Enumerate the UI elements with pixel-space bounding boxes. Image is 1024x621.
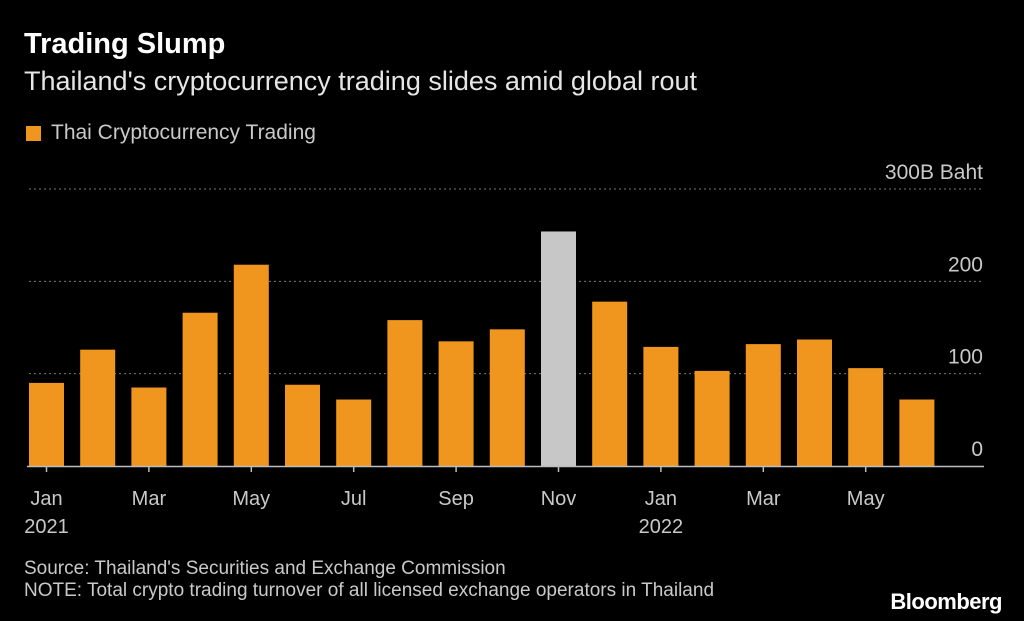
bar bbox=[285, 385, 320, 466]
bar bbox=[80, 350, 115, 466]
y-tick-label: 0 bbox=[971, 438, 983, 461]
x-tick-label: Mar bbox=[746, 488, 781, 510]
bar bbox=[490, 329, 525, 466]
bar bbox=[797, 340, 832, 466]
x-tick-label: Sep bbox=[438, 488, 474, 510]
x-tick-label: May bbox=[232, 488, 270, 510]
bar bbox=[183, 313, 218, 466]
x-tick-label: Jan bbox=[30, 488, 62, 510]
y-tick-label: 100 bbox=[948, 346, 983, 369]
bar bbox=[29, 383, 64, 466]
x-tick-label: Jul bbox=[341, 488, 367, 510]
bloomberg-logo: Bloomberg bbox=[890, 589, 1002, 615]
bar-chart: 300B Baht 200 100 0 Jan 2021 Mar May Jul Sep Nov Ja… bbox=[0, 0, 1024, 621]
x-tick-label: Nov bbox=[541, 488, 577, 510]
bar bbox=[387, 320, 422, 466]
x-tick-label: Jan bbox=[645, 488, 677, 510]
x-tick-year-label: 2022 bbox=[639, 516, 684, 538]
source-note: Source: Thailand's Securities and Exchan… bbox=[24, 558, 506, 580]
bar bbox=[541, 231, 576, 466]
bar bbox=[899, 400, 934, 466]
x-tick-label: May bbox=[847, 488, 885, 510]
x-tick-label: Mar bbox=[132, 488, 167, 510]
x-tick-year-label: 2021 bbox=[24, 516, 69, 538]
bar bbox=[336, 400, 371, 466]
y-tick-label: 300B Baht bbox=[885, 161, 983, 184]
bar bbox=[848, 368, 883, 466]
y-tick-label: 200 bbox=[948, 253, 983, 276]
bar bbox=[131, 388, 166, 466]
bar bbox=[592, 302, 627, 466]
bar bbox=[695, 371, 730, 466]
bar bbox=[234, 265, 269, 466]
bar bbox=[643, 347, 678, 466]
methodology-note: NOTE: Total crypto trading turnover of a… bbox=[24, 580, 714, 602]
bar bbox=[746, 344, 781, 466]
bar bbox=[439, 341, 474, 466]
